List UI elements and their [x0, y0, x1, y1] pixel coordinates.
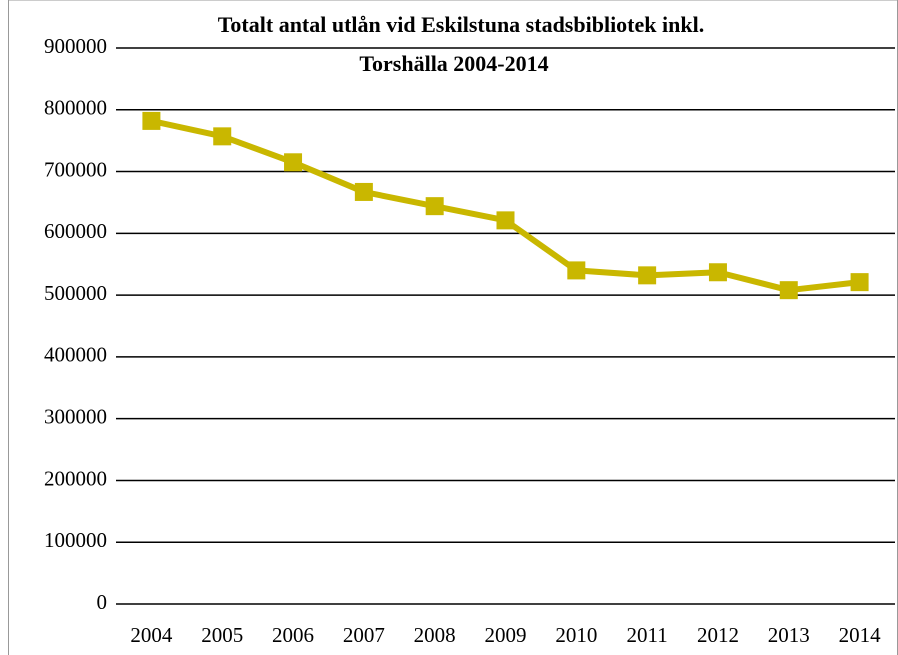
y-tick-label: 100000 [44, 528, 107, 552]
chart-frame [8, 0, 898, 655]
marker [142, 111, 161, 130]
y-tick-label: 0 [97, 590, 108, 614]
x-tick-label: 2008 [414, 623, 456, 647]
x-tick-label: 2013 [768, 623, 810, 647]
y-tick-label: 600000 [44, 219, 107, 243]
marker [213, 127, 232, 146]
x-tick-label: 2011 [627, 623, 668, 647]
marker [425, 197, 444, 216]
marker [850, 273, 869, 292]
x-tick-label: 2004 [130, 623, 173, 647]
x-tick-label: 2007 [343, 623, 385, 647]
marker [708, 263, 727, 282]
series-line [150, 117, 860, 294]
y-tick-label: 900000 [44, 34, 107, 58]
y-tick-label: 800000 [44, 96, 107, 120]
x-tick-label: 2006 [272, 623, 314, 647]
marker [567, 261, 586, 280]
x-tick-label: 2005 [201, 623, 243, 647]
x-tick-label: 2012 [697, 623, 739, 647]
chart-title: Torshälla 2004-2014 [359, 51, 548, 76]
y-tick-label: 500000 [44, 281, 107, 305]
x-tick-label: 2014 [839, 623, 882, 647]
x-tick-label: 2010 [555, 623, 597, 647]
marker [496, 211, 515, 230]
marker [354, 182, 373, 201]
y-tick-label: 400000 [44, 343, 107, 367]
y-tick-label: 200000 [44, 466, 107, 490]
y-tick-label: 700000 [44, 157, 107, 181]
marker [638, 266, 657, 285]
marker [779, 281, 798, 300]
y-tick-label: 300000 [44, 404, 107, 428]
marker [284, 153, 303, 172]
x-tick-label: 2009 [485, 623, 527, 647]
chart-title: Totalt antal utlån vid Eskilstuna stadsb… [218, 12, 704, 37]
